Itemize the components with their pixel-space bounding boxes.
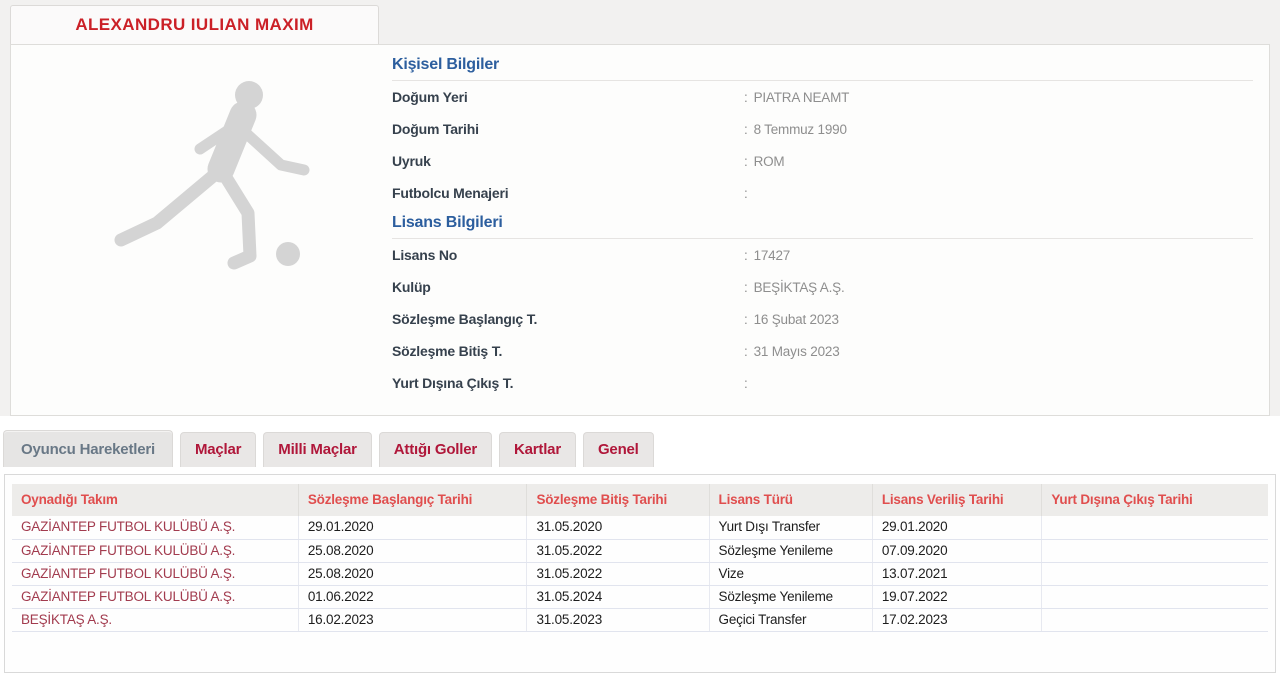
- team-cell[interactable]: GAZİANTEP FUTBOL KULÜBÜ A.Ş.: [12, 562, 299, 586]
- info-row-birthdate: Doğum Tarihi :8 Temmuz 1990: [392, 121, 847, 137]
- info-row-license-no: Lisans No :17427: [392, 247, 791, 263]
- club-value: BEŞİKTAŞ A.Ş.: [753, 279, 845, 295]
- movements-table: Oynadığı Takım Sözleşme Başlangıç Tarihi…: [12, 484, 1268, 632]
- table-row: BEŞİKTAŞ A.Ş. 16.02.2023 31.05.2023 Geçi…: [12, 608, 1268, 632]
- header-license-type: Lisans Türü: [709, 484, 873, 516]
- tab-oyuncu-hareketleri[interactable]: Oyuncu Hareketleri: [3, 430, 173, 467]
- info-row-agent: Futbolcu Menajeri :: [392, 185, 748, 201]
- license-no-value: 17427: [753, 247, 791, 263]
- team-cell[interactable]: BEŞİKTAŞ A.Ş.: [12, 608, 299, 632]
- table-header-row: Oynadığı Takım Sözleşme Başlangıç Tarihi…: [12, 484, 1268, 516]
- tab-genel[interactable]: Genel: [582, 432, 654, 467]
- table-row: GAZİANTEP FUTBOL KULÜBÜ A.Ş. 25.08.2020 …: [12, 539, 1268, 563]
- info-row-birthplace: Doğum Yeri : PIATRA NEAMT: [392, 89, 850, 105]
- player-info-section: ALEXANDRU IULIAN MAXIM Kişisel Bilgiler …: [0, 0, 1280, 416]
- license-info-title: Lisans Bilgileri: [392, 209, 1253, 239]
- birthdate-value: 8 Temmuz 1990: [753, 121, 847, 137]
- nationality-value: ROM: [753, 153, 785, 169]
- header-abroad-date: Yurt Dışına Çıkış Tarihi: [1041, 484, 1268, 516]
- info-row-nationality: Uyruk : ROM: [392, 153, 785, 169]
- player-name: ALEXANDRU IULIAN MAXIM: [75, 15, 314, 34]
- player-info-card: Kişisel Bilgiler Doğum Yeri : PIATRA NEAM…: [10, 44, 1270, 416]
- header-contract-start: Sözleşme Başlangıç Tarihi: [298, 484, 528, 516]
- movements-panel: Oynadığı Takım Sözleşme Başlangıç Tarihi…: [4, 474, 1276, 673]
- player-silhouette-icon: [114, 81, 310, 270]
- tab-kartlar[interactable]: Kartlar: [499, 432, 576, 467]
- birthplace-value: PIATRA NEAMT: [753, 89, 850, 105]
- player-tabs: Oyuncu Hareketleri Maçlar Milli Maçlar A…: [3, 430, 1280, 467]
- header-license-issue: Lisans Veriliş Tarihi: [872, 484, 1043, 516]
- table-row: GAZİANTEP FUTBOL KULÜBÜ A.Ş. 29.01.2020 …: [12, 516, 1268, 540]
- info-row-abroad-date: Yurt Dışına Çıkış T. :: [392, 375, 748, 391]
- personal-info-title: Kişisel Bilgiler: [392, 51, 1253, 81]
- player-name-tab[interactable]: ALEXANDRU IULIAN MAXIM: [10, 5, 379, 44]
- info-row-club: Kulüp : BEŞİKTAŞ A.Ş.: [392, 279, 845, 295]
- tab-milli-maclar[interactable]: Milli Maçlar: [263, 432, 372, 467]
- contract-end-value: 31 Mayıs 2023: [753, 343, 840, 359]
- header-team: Oynadığı Takım: [12, 484, 299, 516]
- team-cell[interactable]: GAZİANTEP FUTBOL KULÜBÜ A.Ş.: [12, 585, 299, 609]
- team-cell[interactable]: GAZİANTEP FUTBOL KULÜBÜ A.Ş.: [12, 516, 299, 540]
- info-row-contract-start: Sözleşme Başlangıç T. :16 Şubat 2023: [392, 311, 839, 327]
- contract-start-value: 16 Şubat 2023: [753, 311, 839, 327]
- player-photo-area: [11, 45, 380, 415]
- table-row: GAZİANTEP FUTBOL KULÜBÜ A.Ş. 01.06.2022 …: [12, 585, 1268, 609]
- tab-maclar[interactable]: Maçlar: [179, 432, 257, 467]
- header-contract-end: Sözleşme Bitiş Tarihi: [526, 484, 710, 516]
- tab-attigi-goller[interactable]: Attığı Goller: [378, 432, 492, 467]
- table-row: GAZİANTEP FUTBOL KULÜBÜ A.Ş. 25.08.2020 …: [12, 562, 1268, 586]
- team-cell[interactable]: GAZİANTEP FUTBOL KULÜBÜ A.Ş.: [12, 539, 299, 563]
- player-details: Kişisel Bilgiler Doğum Yeri : PIATRA NEAM…: [380, 45, 1269, 415]
- info-row-contract-end: Sözleşme Bitiş T. :31 Mayıs 2023: [392, 343, 840, 359]
